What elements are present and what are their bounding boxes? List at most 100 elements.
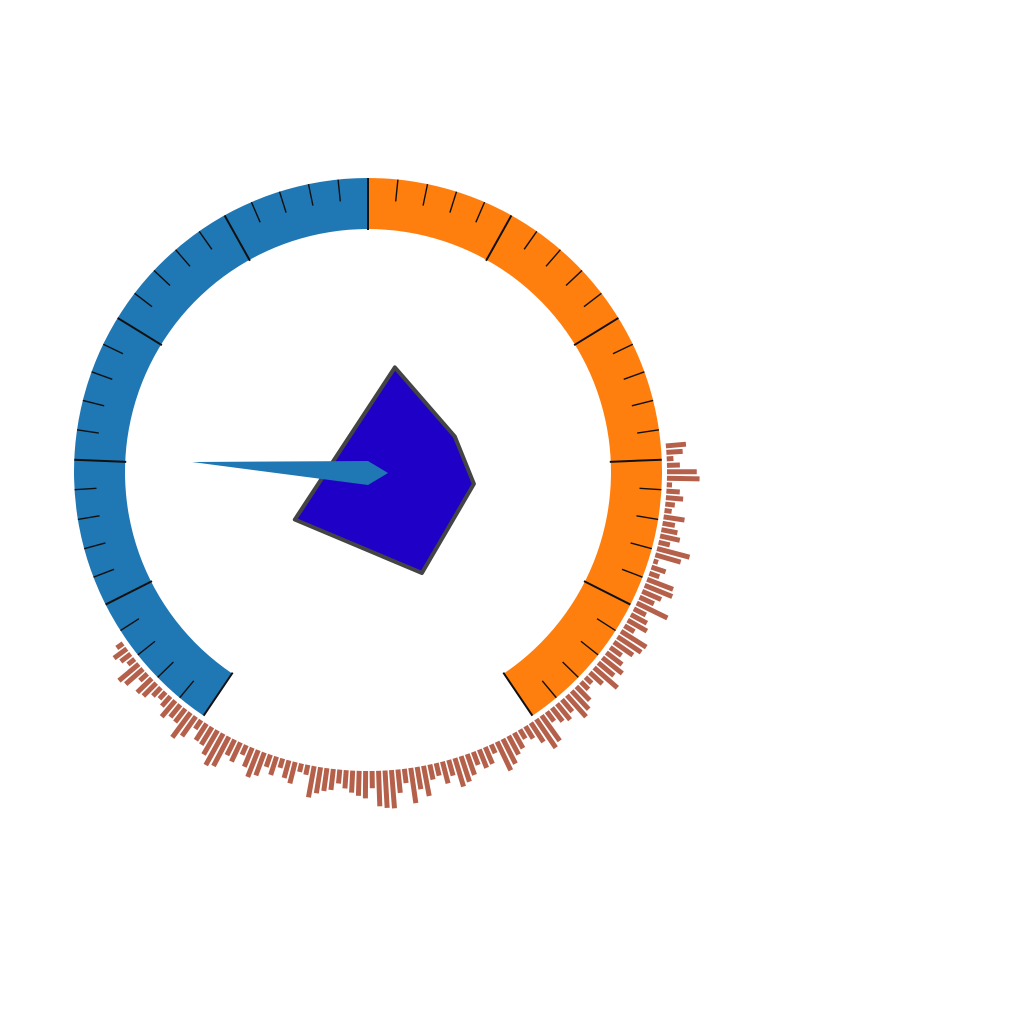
radial-bar [433,762,442,777]
minor-tick [179,680,195,699]
minor-tick [545,249,561,267]
major-tick [502,672,534,717]
minor-tick [250,201,261,223]
radial-bar [616,634,643,655]
radial-bar [528,721,546,744]
major-tick [485,214,513,262]
minor-tick [583,292,602,308]
minor-tick [565,269,583,287]
radial-bar [652,558,659,565]
radial-bar [596,660,616,678]
radial-bar [550,706,565,723]
radial-bar [303,764,311,776]
radial-bar [664,508,672,514]
major-tick [105,580,153,606]
radar-polygon-layer [292,365,476,576]
radial-bar [199,725,215,746]
radial-bar [523,724,536,740]
radial-bar [151,685,163,698]
minor-tick [523,230,538,250]
minor-tick [157,661,174,678]
minor-tick [77,515,100,521]
radial-bar [666,488,680,495]
radial-bar [224,738,237,757]
radial-bar [157,690,168,701]
radial-bar [124,667,145,686]
radial-bar [665,441,687,449]
radial-bar [119,651,133,664]
radial-bar [604,650,624,667]
radial-bar [650,564,667,575]
radial-bar [612,640,635,658]
radial-bar [241,746,255,768]
major-tick [609,458,662,463]
minor-tick [82,399,105,407]
radial-bar [464,753,477,776]
minor-tick [562,661,579,678]
radial-bar [641,588,663,602]
minor-tick [137,640,156,656]
radial-bar [588,670,604,686]
radial-bar [632,606,647,618]
radial-bar [287,761,298,785]
minor-tick [422,183,429,206]
radial-bar [663,514,685,523]
radial-bar [376,770,383,807]
radial-bar [470,750,481,766]
radial-bar [555,702,573,722]
gauge-segment-2 [368,178,662,716]
major-tick [223,214,251,262]
radial-bar [660,527,678,536]
radial-bar [452,757,466,788]
radial-bar [306,765,317,798]
radial-bar [583,675,594,685]
gauge-ticks [74,178,662,717]
radial-bar [500,737,518,765]
radial-bar [635,600,669,621]
minor-tick [596,618,616,632]
radial-bar [159,694,173,708]
radial-bar [245,749,261,778]
radial-bar [654,552,682,565]
radial-bar [662,520,676,528]
minor-tick [83,542,106,550]
radial-bar [141,681,159,698]
radial-bar [539,713,562,743]
radial-bar [342,770,349,789]
minor-tick [198,230,213,250]
minor-tick [639,487,662,491]
radial-bar [211,735,232,768]
minor-tick [120,618,140,632]
radial-bar [193,722,209,742]
radial-bar [421,765,432,797]
minor-tick [102,343,124,355]
major-tick [573,317,619,347]
radial-bar [592,665,619,690]
minor-tick [631,399,654,407]
radial-bar [488,743,498,755]
radial-bar [626,618,649,634]
radial-bar [201,729,220,756]
radial-bar [159,699,178,719]
radial-bar [321,767,330,792]
radial-bar [440,760,451,785]
radial-bar [173,707,188,724]
minor-tick [175,249,191,267]
radial-bar [534,717,558,750]
minor-tick [91,371,113,380]
radial-bar [313,766,324,794]
minor-tick [93,568,115,578]
radial-bar [349,770,356,793]
minor-tick [612,343,634,355]
radial-bar [506,734,521,756]
minor-tick [134,292,153,308]
radial-bar [665,501,676,508]
radial-bar [355,770,362,796]
radial-bar [483,746,495,765]
radial-bar [477,748,489,769]
radial-bar [115,641,125,650]
minor-tick [76,429,99,434]
radial-bar [388,769,397,809]
radial-bar [112,646,129,661]
